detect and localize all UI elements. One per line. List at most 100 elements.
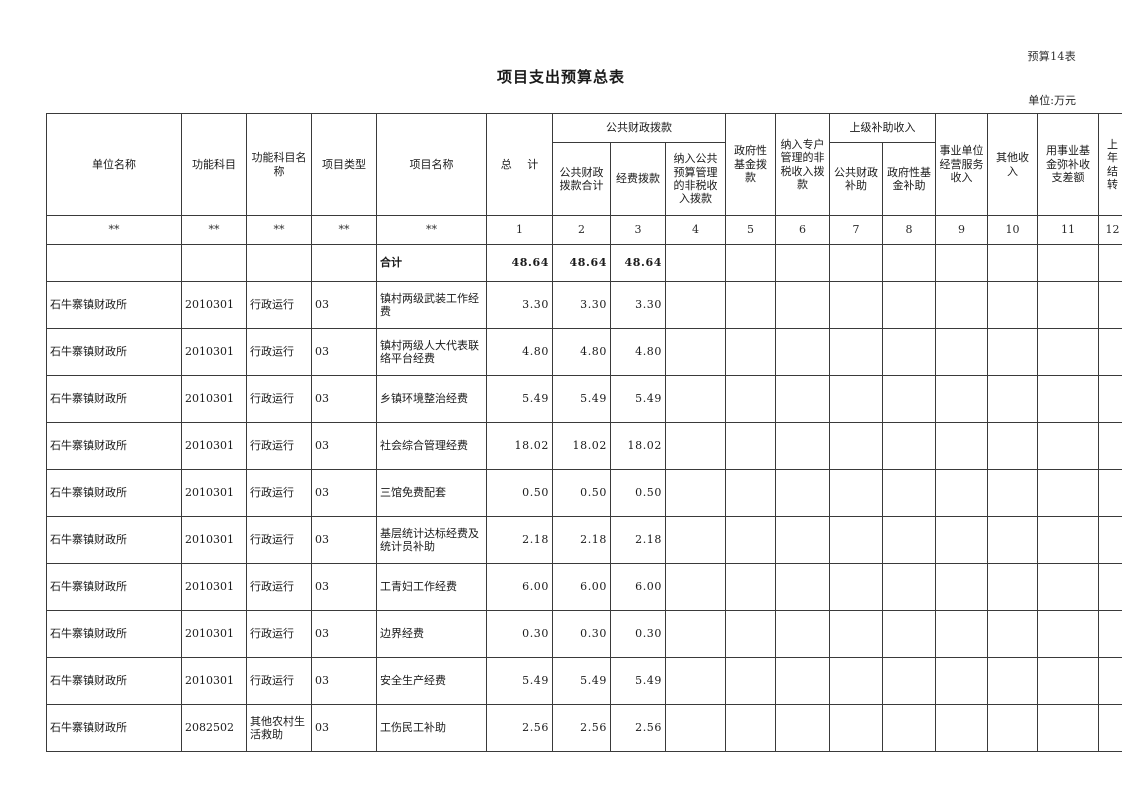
col-number-cell: 4 [664, 215, 727, 245]
col-number-cell: 3 [610, 215, 666, 245]
cell-superior-public-finance [829, 704, 884, 752]
cell-operating-allocation: 18.02 [610, 422, 666, 470]
col-number-cell: 2 [552, 215, 611, 245]
cell-project-type: 03 [311, 328, 377, 376]
cell-superior-gov-fund [882, 244, 937, 282]
table-row: 石牛寨镇财政所 2010301 行政运行 03 边界经费 0.30 0.30 0.30 [46, 610, 1122, 658]
cell-project-type [311, 244, 377, 282]
cell-gov-fund-allocation [725, 704, 777, 752]
cell-function-subject-name: 行政运行 [246, 610, 312, 658]
cell-superior-gov-fund [882, 704, 937, 752]
cell-superior-gov-fund [882, 375, 937, 423]
col-number-cell: ** [376, 215, 487, 245]
cell-operating-allocation: 2.18 [610, 516, 666, 564]
cell-nontax-in-public-budget [664, 244, 727, 282]
cell-business-fund-offset [1037, 516, 1100, 564]
cell-gov-fund-allocation [725, 375, 777, 423]
cell-superior-gov-fund [882, 516, 937, 564]
cell-project-type: 03 [311, 563, 377, 611]
cell-project-type: 03 [311, 375, 377, 423]
cell-prior-year-carryover [1098, 469, 1122, 517]
project-expenditure-budget-table: 单位名称 功能科目 功能科目名称 项目类型 项目名称 总 计 公共财政拨款 政府… [46, 113, 1122, 752]
cell-function-subject: 2010301 [181, 563, 247, 611]
cell-nontax-special-account [775, 328, 831, 376]
cell-project-type: 03 [311, 469, 377, 517]
cell-prior-year-carryover [1098, 375, 1122, 423]
cell-prior-year-carryover [1098, 516, 1122, 564]
form-code-label: 预算14表 [1027, 50, 1076, 63]
cell-prior-year-carryover [1098, 563, 1122, 611]
cell-superior-public-finance [829, 563, 884, 611]
col-group-header-public-finance: 公共财政拨款 [551, 113, 727, 143]
cell-unit-name: 石牛寨镇财政所 [46, 328, 182, 376]
cell-public-finance-total: 0.30 [552, 610, 611, 658]
cell-project-name: 镇村两级武装工作经费 [376, 281, 487, 329]
cell-unit-name: 石牛寨镇财政所 [46, 469, 182, 517]
cell-project-name: 安全生产经费 [376, 657, 487, 705]
col-number-cell: ** [246, 215, 312, 245]
table-row: 石牛寨镇财政所 2010301 行政运行 03 安全生产经费 5.49 5.49 5.49 [46, 657, 1122, 705]
cell-nontax-special-account [775, 610, 831, 658]
cell-project-type: 03 [311, 610, 377, 658]
cell-project-name: 工伤民工补助 [376, 704, 487, 752]
cell-project-type: 03 [311, 422, 377, 470]
cell-superior-public-finance [829, 469, 884, 517]
col-header-business-operating-income: 事业单位经营服务收入 [935, 113, 989, 216]
cell-function-subject-name: 行政运行 [246, 563, 312, 611]
header-row-sub: 公共财政拨款合计 经费拨款 纳入公共预算管理的非税收入拨款 公共财政补助 政府性… [47, 142, 1122, 216]
cell-gov-fund-allocation [725, 281, 777, 329]
cell-superior-gov-fund [882, 281, 937, 329]
cell-business-operating-income [935, 244, 989, 282]
cell-gov-fund-allocation [725, 657, 777, 705]
cell-business-fund-offset [1037, 328, 1100, 376]
cell-operating-allocation: 0.50 [610, 469, 666, 517]
cell-function-subject: 2082502 [181, 704, 247, 752]
cell-total: 0.50 [486, 469, 553, 517]
cell-unit-name: 石牛寨镇财政所 [46, 375, 182, 423]
cell-function-subject-name: 行政运行 [246, 469, 312, 517]
cell-nontax-in-public-budget [664, 469, 727, 517]
cell-total: 5.49 [486, 657, 553, 705]
cell-project-name: 镇村两级人大代表联络平台经费 [376, 328, 487, 376]
col-header-business-fund-offset: 用事业基金弥补收支差额 [1037, 113, 1100, 216]
cell-other-income [987, 281, 1039, 329]
cell-other-income [987, 375, 1039, 423]
cell-superior-gov-fund [882, 657, 937, 705]
unit-of-measure-label: 单位:万元 [1028, 94, 1076, 107]
cell-total: 0.30 [486, 610, 553, 658]
cell-business-fund-offset [1037, 657, 1100, 705]
col-header-other-income: 其他收入 [987, 113, 1039, 216]
cell-business-operating-income [935, 516, 989, 564]
cell-nontax-in-public-budget [664, 281, 727, 329]
cell-function-subject: 2010301 [181, 516, 247, 564]
table-row: 石牛寨镇财政所 2010301 行政运行 03 三馆免费配套 0.50 0.50 0.50 [46, 469, 1122, 517]
cell-other-income [987, 244, 1039, 282]
col-header-public-finance-total: 公共财政拨款合计 [552, 142, 611, 216]
cell-public-finance-total: 18.02 [552, 422, 611, 470]
cell-business-operating-income [935, 328, 989, 376]
cell-function-subject-name: 其他农村生活救助 [246, 704, 312, 752]
cell-nontax-in-public-budget [664, 657, 727, 705]
cell-unit-name: 石牛寨镇财政所 [46, 610, 182, 658]
cell-business-fund-offset [1037, 469, 1100, 517]
cell-other-income [987, 610, 1039, 658]
col-number-cell: 10 [987, 215, 1039, 245]
cell-project-type: 03 [311, 657, 377, 705]
cell-prior-year-carryover [1098, 244, 1122, 282]
cell-other-income [987, 422, 1039, 470]
cell-public-finance-total: 48.64 [552, 244, 611, 282]
table-row-total: 合计 48.64 48.64 48.64 [46, 244, 1122, 282]
cell-project-name: 乡镇环境整治经费 [376, 375, 487, 423]
col-header-prior-year-carryover: 上年结转 [1098, 113, 1122, 216]
cell-nontax-special-account [775, 244, 831, 282]
cell-operating-allocation: 2.56 [610, 704, 666, 752]
col-number-cell: 1 [486, 215, 553, 245]
cell-function-subject: 2010301 [181, 281, 247, 329]
cell-business-fund-offset [1037, 244, 1100, 282]
cell-nontax-special-account [775, 375, 831, 423]
cell-unit-name: 石牛寨镇财政所 [46, 516, 182, 564]
cell-gov-fund-allocation [725, 610, 777, 658]
cell-public-finance-total: 4.80 [552, 328, 611, 376]
col-header-nontax-special-account: 纳入专户管理的非税收入拨款 [775, 113, 831, 216]
